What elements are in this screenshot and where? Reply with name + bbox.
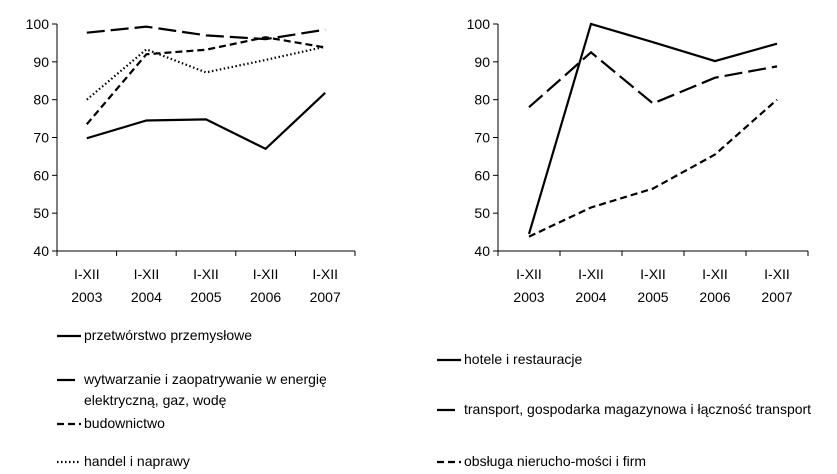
- series-line: [86, 45, 326, 101]
- y-tick-label: 100: [467, 16, 491, 32]
- legend-label: hotele i restauracje: [464, 351, 583, 367]
- x-tick-label: I-XII 2004: [131, 266, 162, 305]
- series-line: [528, 98, 778, 238]
- y-tick-label: 80: [33, 92, 49, 108]
- series-line: [86, 92, 326, 151]
- legend-label: przetwórstwo przemysłowe: [84, 327, 253, 343]
- y-tick-label: 90: [474, 54, 490, 70]
- legend-label: budownictwo: [84, 415, 165, 431]
- legend-label: wytwarzanie i zaopatrywanie w energię el…: [84, 371, 327, 408]
- series-line: [528, 50, 778, 109]
- y-tick-label: 50: [474, 205, 490, 221]
- y-tick-label: 60: [474, 167, 490, 183]
- x-tick-label: I-XII 2007: [310, 266, 341, 305]
- y-tick-label: 60: [33, 167, 49, 183]
- series-line: [85, 36, 326, 125]
- series-line: [86, 25, 326, 41]
- series-line: [527, 22, 778, 235]
- y-tick-label: 70: [33, 130, 49, 146]
- y-tick-label: 80: [474, 92, 490, 108]
- x-tick-label: I-XII 2006: [250, 266, 281, 305]
- y-tick-label: 50: [33, 205, 49, 221]
- y-tick-label: 40: [33, 243, 49, 259]
- x-tick-label: I-XII 2006: [699, 266, 730, 305]
- x-tick-label: I-XII 2005: [637, 266, 668, 305]
- legend-label: handel i naprawy: [84, 453, 190, 469]
- x-tick-label: I-XII 2003: [513, 266, 544, 305]
- y-tick-label: 100: [26, 16, 50, 32]
- x-tick-label: I-XII 2004: [575, 266, 606, 305]
- x-tick-label: I-XII 2005: [190, 266, 221, 305]
- y-tick-label: 40: [474, 243, 490, 259]
- legend-label: obsługa nierucho-mości i firm: [464, 453, 647, 469]
- y-tick-label: 90: [33, 54, 49, 70]
- x-tick-label: I-XII 2007: [761, 266, 792, 305]
- legend-label: transport, gospodarka magazynowa i łączn…: [464, 401, 812, 417]
- y-tick-label: 70: [474, 130, 490, 146]
- x-tick-label: I-XII 2003: [71, 266, 102, 305]
